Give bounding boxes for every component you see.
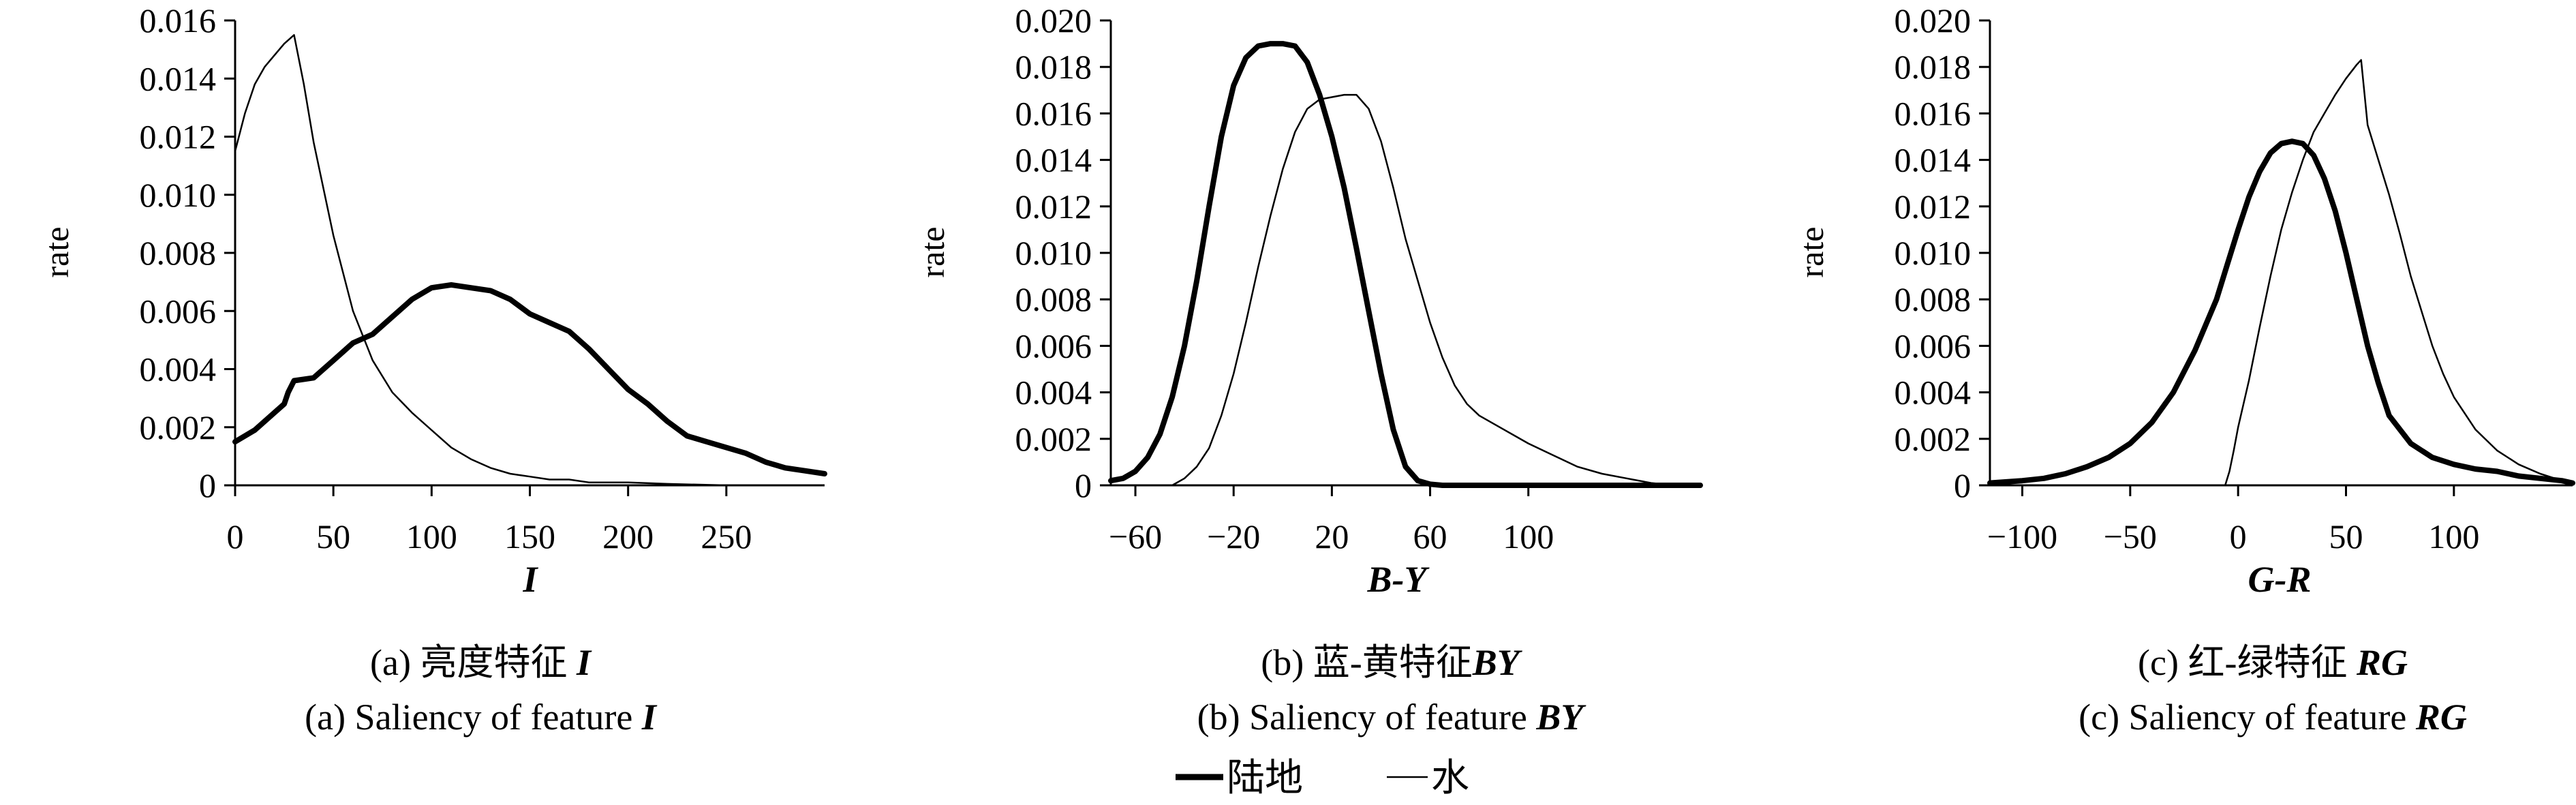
panel-c-x-tick-label: −50 (2104, 517, 2157, 556)
panel-a-caption-cn: (a) 亮度特征 I (370, 642, 592, 683)
panel-a-y-tick-label: 0.014 (140, 59, 217, 97)
panel-c-caption-cn-emph: RG (2356, 642, 2408, 683)
panel-b-caption-cn: (b) 蓝-黄特征BY (1261, 642, 1522, 683)
panel-a-y-ticks: 0 0.002 0.004 0.006 0.008 0.010 0.012 0.014 0.01… (140, 1, 235, 504)
panel-a-y-tick-label: 0.016 (140, 1, 217, 40)
panel-b-caption-en-prefix: (b) Saliency of feature (1197, 697, 1537, 738)
panel-c-x-axis-label: G-R (2248, 559, 2312, 600)
panel-b: −60 −20 20 60 100 0 0.002 0.004 0.006 0.008 0.010… (913, 1, 1703, 738)
panel-a-x-tick-label: 0 (227, 517, 244, 556)
panel-a-x-tick-label: 150 (504, 517, 555, 556)
panel-a-y-tick-label: 0.006 (140, 292, 217, 330)
panel-a-y-tick-label: 0 (199, 466, 216, 504)
panel-b-y-tick-label: 0.018 (1015, 48, 1092, 86)
panel-c-y-tick-label: 0.006 (1895, 326, 1972, 365)
panel-c-x-tick-label: 50 (2329, 517, 2363, 556)
panel-a-y-tick-label: 0.008 (140, 234, 217, 272)
panel-a-series (232, 34, 827, 487)
panel-b-x-tick-label: 60 (1413, 517, 1447, 556)
panel-c-y-tick-label: 0.012 (1895, 187, 1972, 226)
panel-b-water-line (1171, 93, 1677, 487)
panel-a-y-tick-label: 0.002 (140, 408, 217, 446)
panel-b-x-tick-label: −60 (1109, 517, 1162, 556)
panel-b-land-line (1108, 41, 1703, 488)
panel-a-y-tick-label: 0.010 (140, 176, 217, 214)
panel-c-y-tick-label: 0.004 (1895, 374, 1972, 412)
panel-c-y-tick-label: 0.016 (1895, 94, 1972, 132)
panel-c-land-line (1987, 138, 2575, 486)
panel-b-y-tick-label: 0.008 (1015, 280, 1092, 318)
legend-land-label: 陆地 (1227, 757, 1303, 800)
panel-b-y-tick-label: 0.012 (1015, 187, 1092, 226)
panel-c-y-ticks: 0 0.002 0.004 0.006 0.008 0.010 0.012 0.014 0.01… (1895, 1, 1990, 504)
panel-a-x-tick-label: 100 (406, 517, 457, 556)
panel-b-caption-cn-emph: BY (1472, 642, 1523, 683)
panel-c-x-tick-label: 0 (2230, 517, 2247, 556)
panel-a-y-axis-label: rate (37, 227, 76, 278)
panel-c-y-tick-label: 0.008 (1895, 280, 1972, 318)
panel-a-x-axis-label: I (522, 559, 538, 600)
panel-a-water-line (234, 34, 767, 487)
panel-b-series (1108, 41, 1703, 488)
panel-b-x-tick-label: 100 (1503, 517, 1554, 556)
panel-c-y-tick-label: 0.020 (1895, 1, 1972, 40)
panel-c-x-ticks: −100 −50 0 50 100 (1987, 485, 2479, 556)
panel-b-y-tick-label: 0 (1075, 466, 1092, 504)
panel-c-series (1987, 59, 2575, 487)
panel-a-x-ticks: 0 50 100 150 200 250 (227, 485, 752, 556)
panel-c: −100 −50 0 50 100 0 0.002 0.004 0.006 0.008 0.010… (1792, 1, 2575, 738)
panel-a-caption-cn-prefix: (a) 亮度特征 (370, 642, 577, 683)
panel-a: 0 50 100 150 200 250 0 0.002 0.004 0.006 0.008 0.0… (37, 1, 827, 738)
panel-c-y-tick-label: 0.010 (1895, 234, 1972, 272)
panel-b-y-tick-label: 0.014 (1015, 141, 1092, 179)
panel-b-y-tick-label: 0.016 (1015, 94, 1092, 132)
panel-b-x-ticks: −60 −20 20 60 100 (1109, 485, 1554, 556)
panel-b-y-tick-label: 0.006 (1015, 326, 1092, 365)
panel-c-y-axis-label: rate (1792, 227, 1830, 278)
legend-water-label: 水 (1431, 757, 1469, 800)
panel-c-y-tick-label: 0 (1954, 466, 1971, 504)
panel-c-y-tick-label: 0.018 (1895, 48, 1972, 86)
panel-c-x-tick-label: −100 (1987, 517, 2057, 556)
panel-c-y-tick-label: 0.014 (1895, 141, 1972, 179)
panel-c-caption-cn-prefix: (c) 红-绿特征 (2138, 642, 2357, 683)
panel-b-y-tick-label: 0.004 (1015, 374, 1092, 412)
panel-c-caption-cn: (c) 红-绿特征 RG (2138, 642, 2408, 683)
panel-b-caption-cn-prefix: (b) 蓝-黄特征 (1261, 642, 1472, 683)
panel-c-water-line (2224, 59, 2574, 487)
panel-a-caption-en-prefix: (a) Saliency of feature (305, 697, 642, 738)
panel-c-y-tick-label: 0.002 (1895, 420, 1972, 458)
panel-a-land-line (232, 282, 827, 476)
panel-a-caption-en: (a) Saliency of feature I (305, 697, 658, 738)
panel-b-caption-en-emph: BY (1535, 697, 1586, 738)
panel-a-caption-en-emph: I (641, 697, 658, 738)
panel-b-caption-en: (b) Saliency of feature BY (1197, 697, 1587, 738)
panel-a-x-tick-label: 200 (602, 517, 654, 556)
legend: 陆地 水 (1176, 757, 1469, 800)
panel-b-x-tick-label: 20 (1315, 517, 1349, 556)
panel-c-x-tick-label: 100 (2428, 517, 2479, 556)
panel-b-x-tick-label: −20 (1207, 517, 1260, 556)
panel-b-y-ticks: 0 0.002 0.004 0.006 0.008 0.010 0.012 0.014 0.01… (1015, 1, 1111, 504)
panel-a-x-tick-label: 50 (316, 517, 350, 556)
panel-c-caption-en-emph: RG (2415, 697, 2467, 738)
panel-b-y-tick-label: 0.010 (1015, 234, 1092, 272)
panel-c-caption-en: (c) Saliency of feature RG (2079, 697, 2467, 738)
panel-c-caption-en-prefix: (c) Saliency of feature (2079, 697, 2416, 738)
panel-b-y-axis-label: rate (913, 227, 951, 278)
panel-b-y-tick-label: 0.020 (1015, 1, 1092, 40)
panel-b-x-axis-label: B-Y (1367, 559, 1430, 600)
panel-a-y-tick-label: 0.012 (140, 118, 217, 156)
panel-a-caption-cn-emph: I (576, 642, 592, 683)
panel-a-y-tick-label: 0.004 (140, 350, 217, 389)
panel-a-x-tick-label: 250 (701, 517, 752, 556)
panel-b-y-tick-label: 0.002 (1015, 420, 1092, 458)
